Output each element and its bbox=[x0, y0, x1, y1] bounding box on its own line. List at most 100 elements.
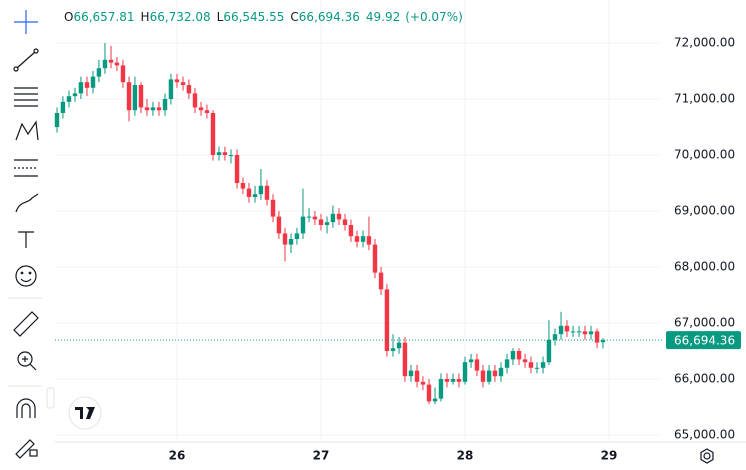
candle-body bbox=[510, 351, 516, 360]
candle bbox=[276, 211, 282, 240]
candle-body bbox=[414, 370, 420, 382]
candle bbox=[312, 211, 318, 226]
candle-body bbox=[234, 155, 240, 184]
candle bbox=[270, 194, 276, 223]
candle-body bbox=[528, 362, 534, 368]
candle bbox=[438, 373, 444, 402]
candle-body bbox=[120, 65, 126, 83]
candle-body bbox=[354, 236, 360, 242]
trend-line-tool[interactable] bbox=[13, 48, 39, 72]
candle-body bbox=[126, 82, 132, 111]
candle-body bbox=[180, 82, 186, 86]
candle-body bbox=[186, 85, 192, 94]
candle-body bbox=[408, 370, 414, 377]
candle-body bbox=[288, 239, 294, 245]
candle bbox=[54, 107, 60, 133]
candle-body bbox=[432, 398, 438, 402]
lock-drawings-tool[interactable] bbox=[15, 439, 38, 459]
y-tick-label: 65,000.00 bbox=[674, 428, 735, 442]
candle-body bbox=[174, 79, 180, 83]
ohlc-key: C bbox=[290, 10, 298, 24]
ohlc-key: H bbox=[141, 10, 150, 24]
candle bbox=[60, 96, 66, 119]
candle-body bbox=[558, 325, 564, 335]
candle-body bbox=[162, 99, 168, 111]
candle-body bbox=[204, 110, 210, 114]
candle bbox=[216, 146, 222, 161]
candle-body bbox=[138, 85, 144, 108]
candle-body bbox=[72, 93, 78, 97]
candle-body bbox=[390, 348, 396, 352]
candle-body bbox=[582, 331, 588, 335]
candle bbox=[132, 76, 138, 116]
y-tick-label: 67,000.00 bbox=[674, 316, 735, 330]
candle-body bbox=[534, 367, 540, 369]
candle-body bbox=[168, 79, 174, 100]
forecast-tool[interactable] bbox=[14, 159, 38, 177]
candle bbox=[246, 183, 252, 203]
candle bbox=[324, 216, 330, 234]
candle bbox=[576, 325, 582, 338]
ohlc-value: 66,657.81 bbox=[73, 10, 134, 24]
candle bbox=[444, 373, 450, 388]
brush-tool[interactable] bbox=[15, 193, 39, 213]
ohlc-value: 66,545.55 bbox=[223, 10, 284, 24]
pattern-tool[interactable] bbox=[15, 120, 39, 141]
candle-body bbox=[426, 384, 432, 402]
candle bbox=[570, 325, 576, 338]
candle-body bbox=[564, 325, 570, 332]
change: 49.92 bbox=[366, 10, 400, 24]
candle bbox=[102, 43, 108, 74]
candle bbox=[594, 328, 600, 349]
fib-tool[interactable] bbox=[14, 87, 38, 107]
candle bbox=[264, 180, 270, 206]
candle bbox=[114, 57, 120, 72]
ohlc-value: 66,732.08 bbox=[150, 10, 211, 24]
candle bbox=[258, 169, 264, 200]
candle bbox=[498, 362, 504, 382]
candle bbox=[600, 338, 606, 349]
candle-body bbox=[324, 222, 330, 226]
candle bbox=[402, 337, 408, 382]
last-price-label: 66,694.36 bbox=[674, 334, 735, 348]
candle bbox=[96, 59, 102, 83]
y-tick-label: 70,000.00 bbox=[674, 148, 735, 162]
candle-body bbox=[552, 334, 558, 340]
candle bbox=[300, 188, 306, 240]
candle bbox=[378, 267, 384, 296]
candle-body bbox=[342, 219, 348, 226]
candle-body bbox=[60, 101, 66, 114]
emoji-tool[interactable] bbox=[15, 265, 37, 287]
magnet-tool[interactable] bbox=[16, 398, 36, 418]
candle bbox=[564, 320, 570, 338]
y-tick-label: 69,000.00 bbox=[674, 204, 735, 218]
candle bbox=[408, 365, 414, 382]
ruler-tool[interactable] bbox=[13, 311, 39, 337]
candle-body bbox=[318, 219, 324, 226]
candle bbox=[288, 233, 294, 254]
candle-body bbox=[66, 96, 72, 102]
collapse-tab[interactable] bbox=[46, 387, 55, 409]
candle bbox=[282, 227, 288, 262]
candle-body bbox=[360, 236, 366, 242]
candle bbox=[138, 82, 144, 114]
candle-body bbox=[276, 216, 282, 234]
candle bbox=[72, 87, 78, 102]
candle bbox=[366, 216, 372, 251]
ohlc-legend: O66,657.81 H66,732.08 L66,545.55 C66,694.36… bbox=[64, 10, 463, 24]
candle bbox=[546, 320, 552, 366]
toolbar bbox=[8, 10, 55, 459]
candle bbox=[192, 87, 198, 114]
candle bbox=[234, 149, 240, 189]
zoom-tool[interactable] bbox=[17, 351, 37, 371]
candle bbox=[150, 101, 156, 116]
candle-body bbox=[576, 331, 582, 333]
text-tool[interactable] bbox=[18, 231, 34, 248]
candle bbox=[162, 93, 168, 116]
candle bbox=[126, 76, 132, 122]
candle bbox=[504, 353, 510, 374]
candle-body bbox=[366, 236, 372, 245]
crosshair-tool[interactable] bbox=[14, 10, 38, 34]
settings-button[interactable] bbox=[700, 448, 714, 464]
